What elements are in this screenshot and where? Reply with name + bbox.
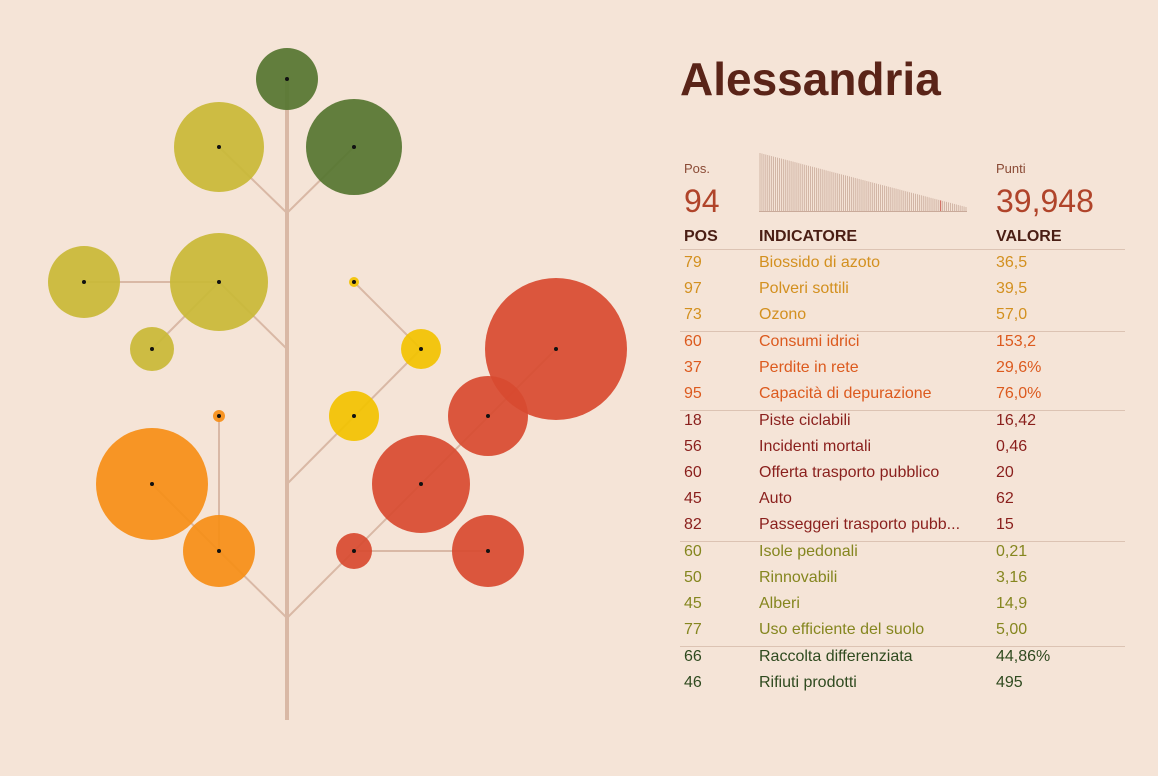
row-value: 29,6% xyxy=(996,359,1042,376)
row-indicator: Rinnovabili xyxy=(759,569,838,586)
row-value: 3,16 xyxy=(996,569,1028,586)
bubble-dot xyxy=(352,280,356,284)
row-indicator: Polveri sottili xyxy=(759,280,849,297)
row-value: 57,0 xyxy=(996,306,1028,323)
row-value: 62 xyxy=(996,490,1014,507)
separator xyxy=(680,646,1125,647)
row-value: 16,42 xyxy=(996,412,1037,429)
row-value: 44,86% xyxy=(996,648,1051,665)
row-indicator: Incidenti mortali xyxy=(759,438,872,455)
pos-label: Pos. xyxy=(684,161,711,176)
row-value: 15 xyxy=(996,516,1014,533)
row-pos: 45 xyxy=(684,595,702,612)
separator xyxy=(680,410,1125,411)
row-value: 153,2 xyxy=(996,333,1037,350)
row-pos: 97 xyxy=(684,280,702,297)
bubble-dot xyxy=(217,549,221,553)
row-indicator: Passeggeri trasporto pubb... xyxy=(759,516,961,533)
bubble-dot xyxy=(150,482,154,486)
bubble-dot xyxy=(217,145,221,149)
row-indicator: Auto xyxy=(759,490,792,507)
bubble-dot xyxy=(419,347,423,351)
row-indicator: Piste ciclabili xyxy=(759,412,851,429)
row-pos: 73 xyxy=(684,306,702,323)
pos-value: 94 xyxy=(684,183,720,219)
row-value: 20 xyxy=(996,464,1014,481)
separator xyxy=(680,249,1125,250)
row-value: 495 xyxy=(996,674,1023,691)
row-indicator: Alberi xyxy=(759,595,800,612)
row-pos: 60 xyxy=(684,543,702,560)
row-pos: 50 xyxy=(684,569,702,586)
separator xyxy=(680,331,1125,332)
row-indicator: Consumi idrici xyxy=(759,333,860,350)
row-indicator: Raccolta differenziata xyxy=(759,648,913,665)
bubble-dot xyxy=(419,482,423,486)
row-indicator: Biossido di azoto xyxy=(759,254,880,271)
row-pos: 37 xyxy=(684,359,702,376)
row-indicator: Capacità di depurazione xyxy=(759,385,932,402)
column-header: INDICATORE xyxy=(759,228,858,245)
row-indicator: Ozono xyxy=(759,306,807,323)
column-header: VALORE xyxy=(996,228,1062,245)
row-value: 0,46 xyxy=(996,438,1028,455)
bubble-dot xyxy=(150,347,154,351)
row-pos: 66 xyxy=(684,648,702,665)
row-pos: 60 xyxy=(684,333,702,350)
row-value: 5,00 xyxy=(996,621,1028,638)
row-indicator: Offerta trasporto pubblico xyxy=(759,464,940,481)
row-indicator: Uso efficiente del suolo xyxy=(759,621,925,638)
row-pos: 18 xyxy=(684,412,702,429)
city-title: Alessandria xyxy=(680,53,941,105)
bubble-dot xyxy=(217,280,221,284)
bubble-dot xyxy=(352,145,356,149)
row-pos: 82 xyxy=(684,516,702,533)
row-value: 36,5 xyxy=(996,254,1028,271)
bubble-dot xyxy=(352,414,356,418)
row-pos: 45 xyxy=(684,490,702,507)
row-value: 39,5 xyxy=(996,280,1028,297)
bubble-dot xyxy=(554,347,558,351)
bubble-dot xyxy=(352,549,356,553)
points-value: 39,948 xyxy=(996,183,1094,219)
row-indicator: Isole pedonali xyxy=(759,543,858,560)
row-value: 0,21 xyxy=(996,543,1028,560)
row-indicator: Perdite in rete xyxy=(759,359,859,376)
bubble-dot xyxy=(217,414,221,418)
bubble-dot xyxy=(285,77,289,81)
row-value: 14,9 xyxy=(996,595,1028,612)
row-value: 76,0% xyxy=(996,385,1042,402)
points-label: Punti xyxy=(996,161,1026,176)
bubble-dot xyxy=(486,549,490,553)
row-pos: 56 xyxy=(684,438,702,455)
row-pos: 77 xyxy=(684,621,702,638)
rank-sparkline xyxy=(759,153,967,212)
bubble-dot xyxy=(82,280,86,284)
bubble-dot xyxy=(486,414,490,418)
row-pos: 46 xyxy=(684,674,702,691)
row-pos: 95 xyxy=(684,385,702,402)
separator xyxy=(680,541,1125,542)
column-header: POS xyxy=(684,228,718,245)
row-pos: 79 xyxy=(684,254,702,271)
bubbles xyxy=(48,48,627,587)
row-pos: 60 xyxy=(684,464,702,481)
row-indicator: Rifiuti prodotti xyxy=(759,674,857,691)
